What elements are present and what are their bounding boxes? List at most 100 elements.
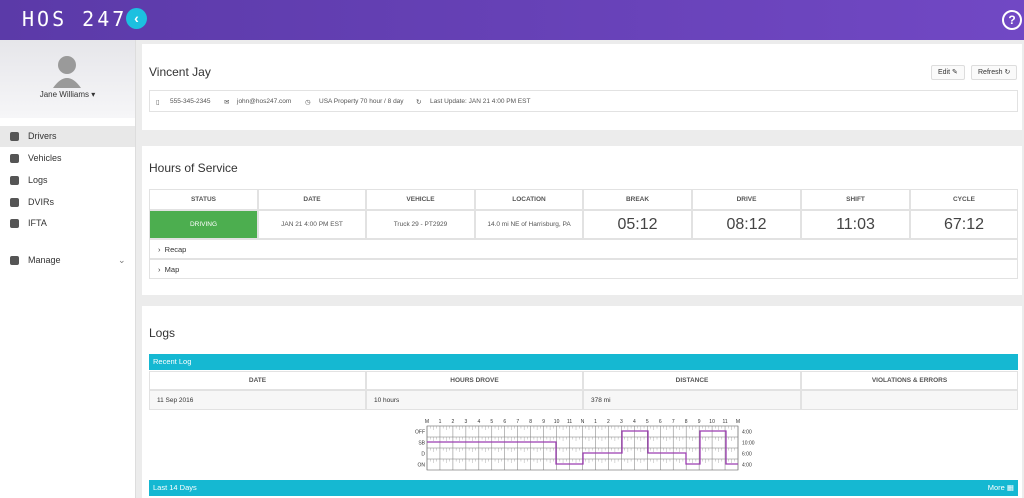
column-header: VIOLATIONS & ERRORS [801,371,1018,390]
status-label: ON [418,463,426,469]
recent-log-bar: Recent Log [149,354,1018,370]
bar-title: Last 14 Days [153,483,197,492]
top-bar: HOS 247 ‹ ? [0,0,1024,40]
nav-item[interactable]: Logs [0,170,135,191]
hour-label: M [736,419,740,425]
logo[interactable]: HOS 247 [22,7,128,31]
expander[interactable]: › Map [149,259,1018,279]
column-header: CYCLE [910,189,1018,210]
column-header: LOCATION [475,189,583,210]
column-header: HOURS DROVE [366,371,583,390]
avatar [53,56,81,88]
more-link[interactable]: More ▦ [987,483,1014,492]
hour-label: 7 [516,419,519,425]
status-total: 10:00 [742,441,755,447]
section-title: Hours of Service [149,161,238,175]
profile: Jane Williams ▾ [0,40,135,118]
nav-label: Drivers [28,131,57,141]
log-value [801,390,1018,410]
hour-label: 6 [659,419,662,425]
hos-value: 05:12 [583,210,692,239]
column-header: BREAK [583,189,692,210]
nav-label: Logs [28,175,48,185]
driver-name: Vincent Jay [149,65,211,79]
button-label: Refresh [978,69,1003,76]
column-header: DATE [258,189,366,210]
hour-label: 5 [646,419,649,425]
hour-label: 11 [567,419,572,425]
sidebar-toggle[interactable]: ‹ [126,8,147,29]
log-value: 378 mi [583,390,801,410]
hour-label: 10 [709,419,715,425]
sidebar: Jane Williams ▾ Drivers Vehicles Logs DV… [0,40,136,498]
hour-label: 11 [722,419,727,425]
last-update: Last Update: JAN 21 4:00 PM EST [430,98,531,105]
hos-value: 08:12 [692,210,801,239]
nav-label: DVIRs [28,197,55,207]
column-header: DATE [149,371,366,390]
hour-label: 9 [698,419,701,425]
nav-item[interactable]: DVIRs [0,192,135,213]
more-label: More [987,483,1005,492]
hour-label: 5 [490,419,493,425]
section-title: Logs [149,326,176,340]
status-total: 6:00 [742,452,752,458]
hos-panel: Hours of Service STATUS DRIVING DATE JAN 21… [142,146,1022,295]
hos-value: 14.0 mi NE of Harrisburg, PA [475,210,583,239]
status-label: SB [418,441,425,447]
hour-label: 1 [594,419,597,425]
hos-value: 67:12 [910,210,1018,239]
hour-label: 2 [607,419,610,425]
hour-label: 8 [685,419,688,425]
hour-label: M [425,419,429,425]
status-total: 4:00 [742,463,752,469]
hour-label: 6 [503,419,506,425]
driver-info: ▯ 555-345-2345 ✉ john@hos247.com ◷ USA Prop… [149,90,1018,112]
phone: 555-345-2345 [170,98,211,105]
status-total: 4:00 [742,430,752,436]
log-value: 10 hours [366,390,583,410]
hour-label: 4 [633,419,636,425]
log-value: 11 Sep 2016 [149,390,366,410]
column-header: STATUS [149,189,258,210]
help-button[interactable]: ? [1002,10,1022,30]
button-label: Edit [938,69,951,76]
duty-status-line [427,430,738,465]
hos-value: JAN 21 4:00 PM EST [258,210,366,239]
column-header: VEHICLE [366,189,475,210]
column-header: DISTANCE [583,371,801,390]
user-name: Jane Williams [39,90,90,99]
expander[interactable]: › Recap [149,239,1018,259]
hour-label: 2 [452,419,455,425]
hour-label: 7 [672,419,675,425]
driver-panel: Vincent Jay Edit ✎ Refresh ↻ ▯ 555-345-23… [142,44,1022,130]
nav-item[interactable]: IFTA [0,213,135,234]
hour-label: N [581,419,585,425]
hour-label: 3 [620,419,623,425]
hour-label: 3 [464,419,467,425]
nav-label: IFTA [28,218,47,228]
hour-label: 4 [477,419,480,425]
hour-label: 1 [439,419,442,425]
status-label: D [421,452,425,458]
nav-item[interactable]: Manage ⌄ [0,250,135,271]
last-14-days-bar: Last 14 Days More ▦ [149,480,1018,496]
refresh-button[interactable]: Refresh ↻ [971,65,1018,80]
nav-label: Vehicles [28,153,62,163]
expander-label: Map [164,264,180,274]
nav-item[interactable]: Vehicles [0,148,135,169]
bar-title: Recent Log [153,357,192,366]
user-menu[interactable]: Jane Williams ▾ [39,90,96,99]
hour-label: 9 [542,419,545,425]
column-header: SHIFT [801,189,910,210]
hos-value: 11:03 [801,210,910,239]
hour-label: 8 [529,419,532,425]
edit-button[interactable]: Edit ✎ [931,65,965,80]
status-label: OFF [415,430,425,436]
email: john@hos247.com [237,98,292,105]
nav-item[interactable]: Drivers [0,126,135,147]
ruleset: USA Property 70 hour / 8 day [319,98,404,105]
hour-label: 10 [554,419,560,425]
